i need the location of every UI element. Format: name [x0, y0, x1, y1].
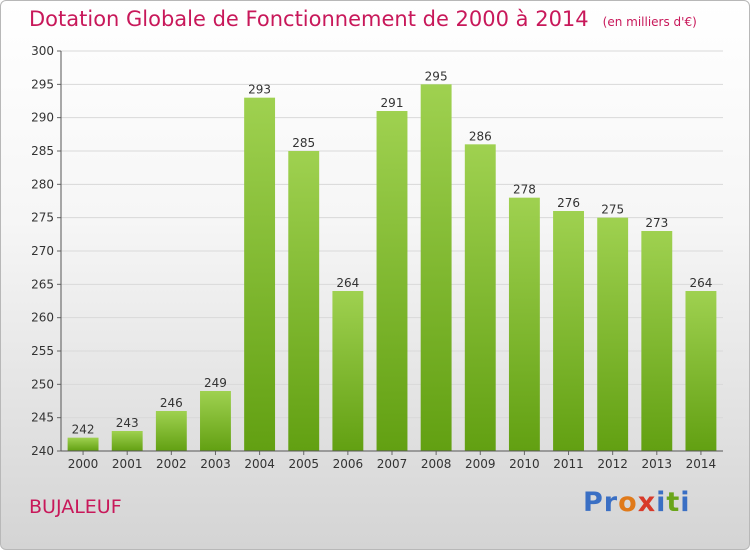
bar: [111, 431, 143, 451]
y-tick-label: 275: [31, 211, 54, 225]
y-tick-label: 280: [31, 177, 54, 191]
x-tick-label: 2009: [465, 457, 496, 471]
y-tick-label: 265: [31, 277, 54, 291]
bar: [685, 291, 717, 451]
bar: [288, 151, 320, 451]
bar: [553, 211, 584, 451]
labels: 240 245 250 255 260 265 270 275 280 285 290 295 300 2…: [31, 44, 716, 471]
x-tick-label: 2011: [553, 457, 584, 471]
bar: [244, 97, 276, 452]
logo-letter: o: [618, 487, 638, 518]
title-unit: (en milliers d'€): [602, 15, 697, 29]
y-tick-label: 240: [31, 444, 54, 458]
data-label: 273: [645, 216, 668, 230]
data-label: 249: [204, 376, 227, 390]
bar: [464, 144, 496, 452]
data-label: 264: [689, 276, 712, 290]
y-tick-label: 250: [31, 377, 54, 391]
y-tick-label: 300: [31, 44, 54, 58]
bar: [200, 391, 231, 451]
bar: [155, 411, 187, 451]
proxiti-logo[interactable]: Proxiti: [583, 487, 691, 518]
y-tick-label: 245: [31, 411, 54, 425]
y-tick-label: 290: [31, 111, 54, 125]
y-tick-label: 270: [31, 244, 54, 258]
logo-letter: P: [583, 487, 604, 518]
data-label: 275: [601, 203, 624, 217]
axes: [57, 50, 723, 455]
bar: [641, 231, 673, 451]
bar: [376, 111, 408, 451]
logo-letter: x: [637, 487, 657, 518]
x-tick-label: 2008: [421, 457, 452, 471]
bar: [508, 197, 540, 451]
data-label: 285: [292, 136, 315, 150]
town-name: BUJALEUF: [29, 496, 122, 518]
x-tick-label: 2003: [200, 457, 231, 471]
bar: [332, 291, 364, 451]
x-tick-label: 2002: [156, 457, 187, 471]
logo-letter: i: [680, 487, 691, 518]
bars: [67, 84, 717, 452]
x-tick-label: 2000: [68, 457, 99, 471]
x-tick-label: 2006: [333, 457, 364, 471]
data-label: 291: [381, 96, 404, 110]
x-tick-label: 2004: [244, 457, 275, 471]
data-label: 293: [248, 83, 271, 97]
x-tick-label: 2010: [509, 457, 540, 471]
bar: [420, 84, 452, 451]
x-tick-label: 2012: [597, 457, 628, 471]
data-label: 242: [72, 423, 95, 437]
y-tick-label: 295: [31, 77, 54, 91]
bar: [67, 437, 99, 451]
data-label: 295: [425, 69, 448, 83]
data-label: 278: [513, 183, 536, 197]
chart-title: Dotation Globale de Fonctionnement de 20…: [29, 7, 697, 31]
x-tick-label: 2007: [377, 457, 408, 471]
title-text: Dotation Globale de Fonctionnement de 20…: [29, 7, 589, 31]
x-tick-label: 2014: [686, 457, 717, 471]
logo-letter: i: [656, 487, 667, 518]
data-label: 264: [336, 276, 359, 290]
data-label: 243: [116, 416, 139, 430]
data-label: 246: [160, 396, 183, 410]
x-tick-label: 2005: [288, 457, 319, 471]
x-tick-label: 2013: [642, 457, 673, 471]
y-tick-label: 255: [31, 344, 54, 358]
x-tick-label: 2001: [112, 457, 143, 471]
bar: [597, 217, 629, 451]
y-tick-label: 260: [31, 311, 54, 325]
logo-letter: r: [603, 487, 619, 518]
y-tick-label: 285: [31, 144, 54, 158]
data-label: 276: [557, 196, 580, 210]
data-label: 286: [469, 129, 492, 143]
logo-letter: t: [666, 487, 681, 518]
